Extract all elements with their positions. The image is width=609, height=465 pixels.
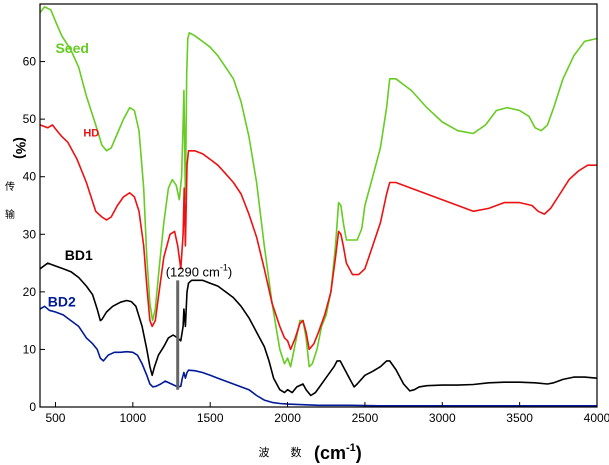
x-axis-label-char-2: 数 [291, 446, 302, 459]
y-tick-label: 30 [23, 227, 37, 241]
series-label-bd1: BD1 [65, 247, 93, 263]
x-tick-label: 2500 [352, 411, 379, 425]
series-label-seed: Seed [55, 40, 88, 56]
y-tick-label: 20 [23, 285, 37, 299]
y-tick-label: 50 [23, 112, 37, 126]
series-line-seed [39, 6, 598, 368]
series-line-hd [39, 124, 597, 351]
annotation-exp: -1 [220, 262, 228, 272]
y-tick-label: 40 [23, 170, 37, 184]
x-axis-unit-close: ) [356, 443, 362, 463]
annotation-close: ) [228, 264, 232, 279]
x-tick-label: 3500 [506, 411, 533, 425]
y-axis-unit: (%) [13, 137, 29, 159]
series-label-hd: HD [83, 127, 99, 139]
tick-layer: 500 1000 1500 2000 2500 3000 3500 4000 0 10 20 30 40… [23, 55, 609, 425]
x-tick-label: 1000 [119, 411, 146, 425]
series-line-bd1 [39, 262, 598, 397]
annotation-text: (1290 cm [166, 264, 220, 279]
plot-frame [39, 3, 598, 408]
x-tick-label: 3000 [429, 411, 456, 425]
y-tick-label: 10 [23, 342, 37, 356]
x-tick-label: 4000 [584, 411, 609, 425]
x-tick-label: 500 [45, 411, 65, 425]
x-axis-unit-base: (cm [314, 443, 346, 463]
x-axis-label-char-1: 波 [259, 446, 270, 459]
annotation-label: (1290 cm-1) [166, 262, 233, 279]
y-axis-label-char-2: 输 [5, 208, 15, 221]
x-tick-label: 1500 [197, 411, 224, 425]
y-tick-label: 0 [29, 400, 36, 414]
series-label-bd2: BD2 [48, 293, 76, 309]
x-tick-label: 2000 [274, 411, 301, 425]
y-tick-label: 60 [23, 55, 37, 69]
x-axis-unit: (cm-1) [314, 442, 362, 463]
annotation-layer: (1290 cm-1) [166, 262, 233, 390]
x-axis-unit-exp: -1 [346, 442, 356, 454]
y-axis-label-char-1: 传 [5, 181, 15, 193]
